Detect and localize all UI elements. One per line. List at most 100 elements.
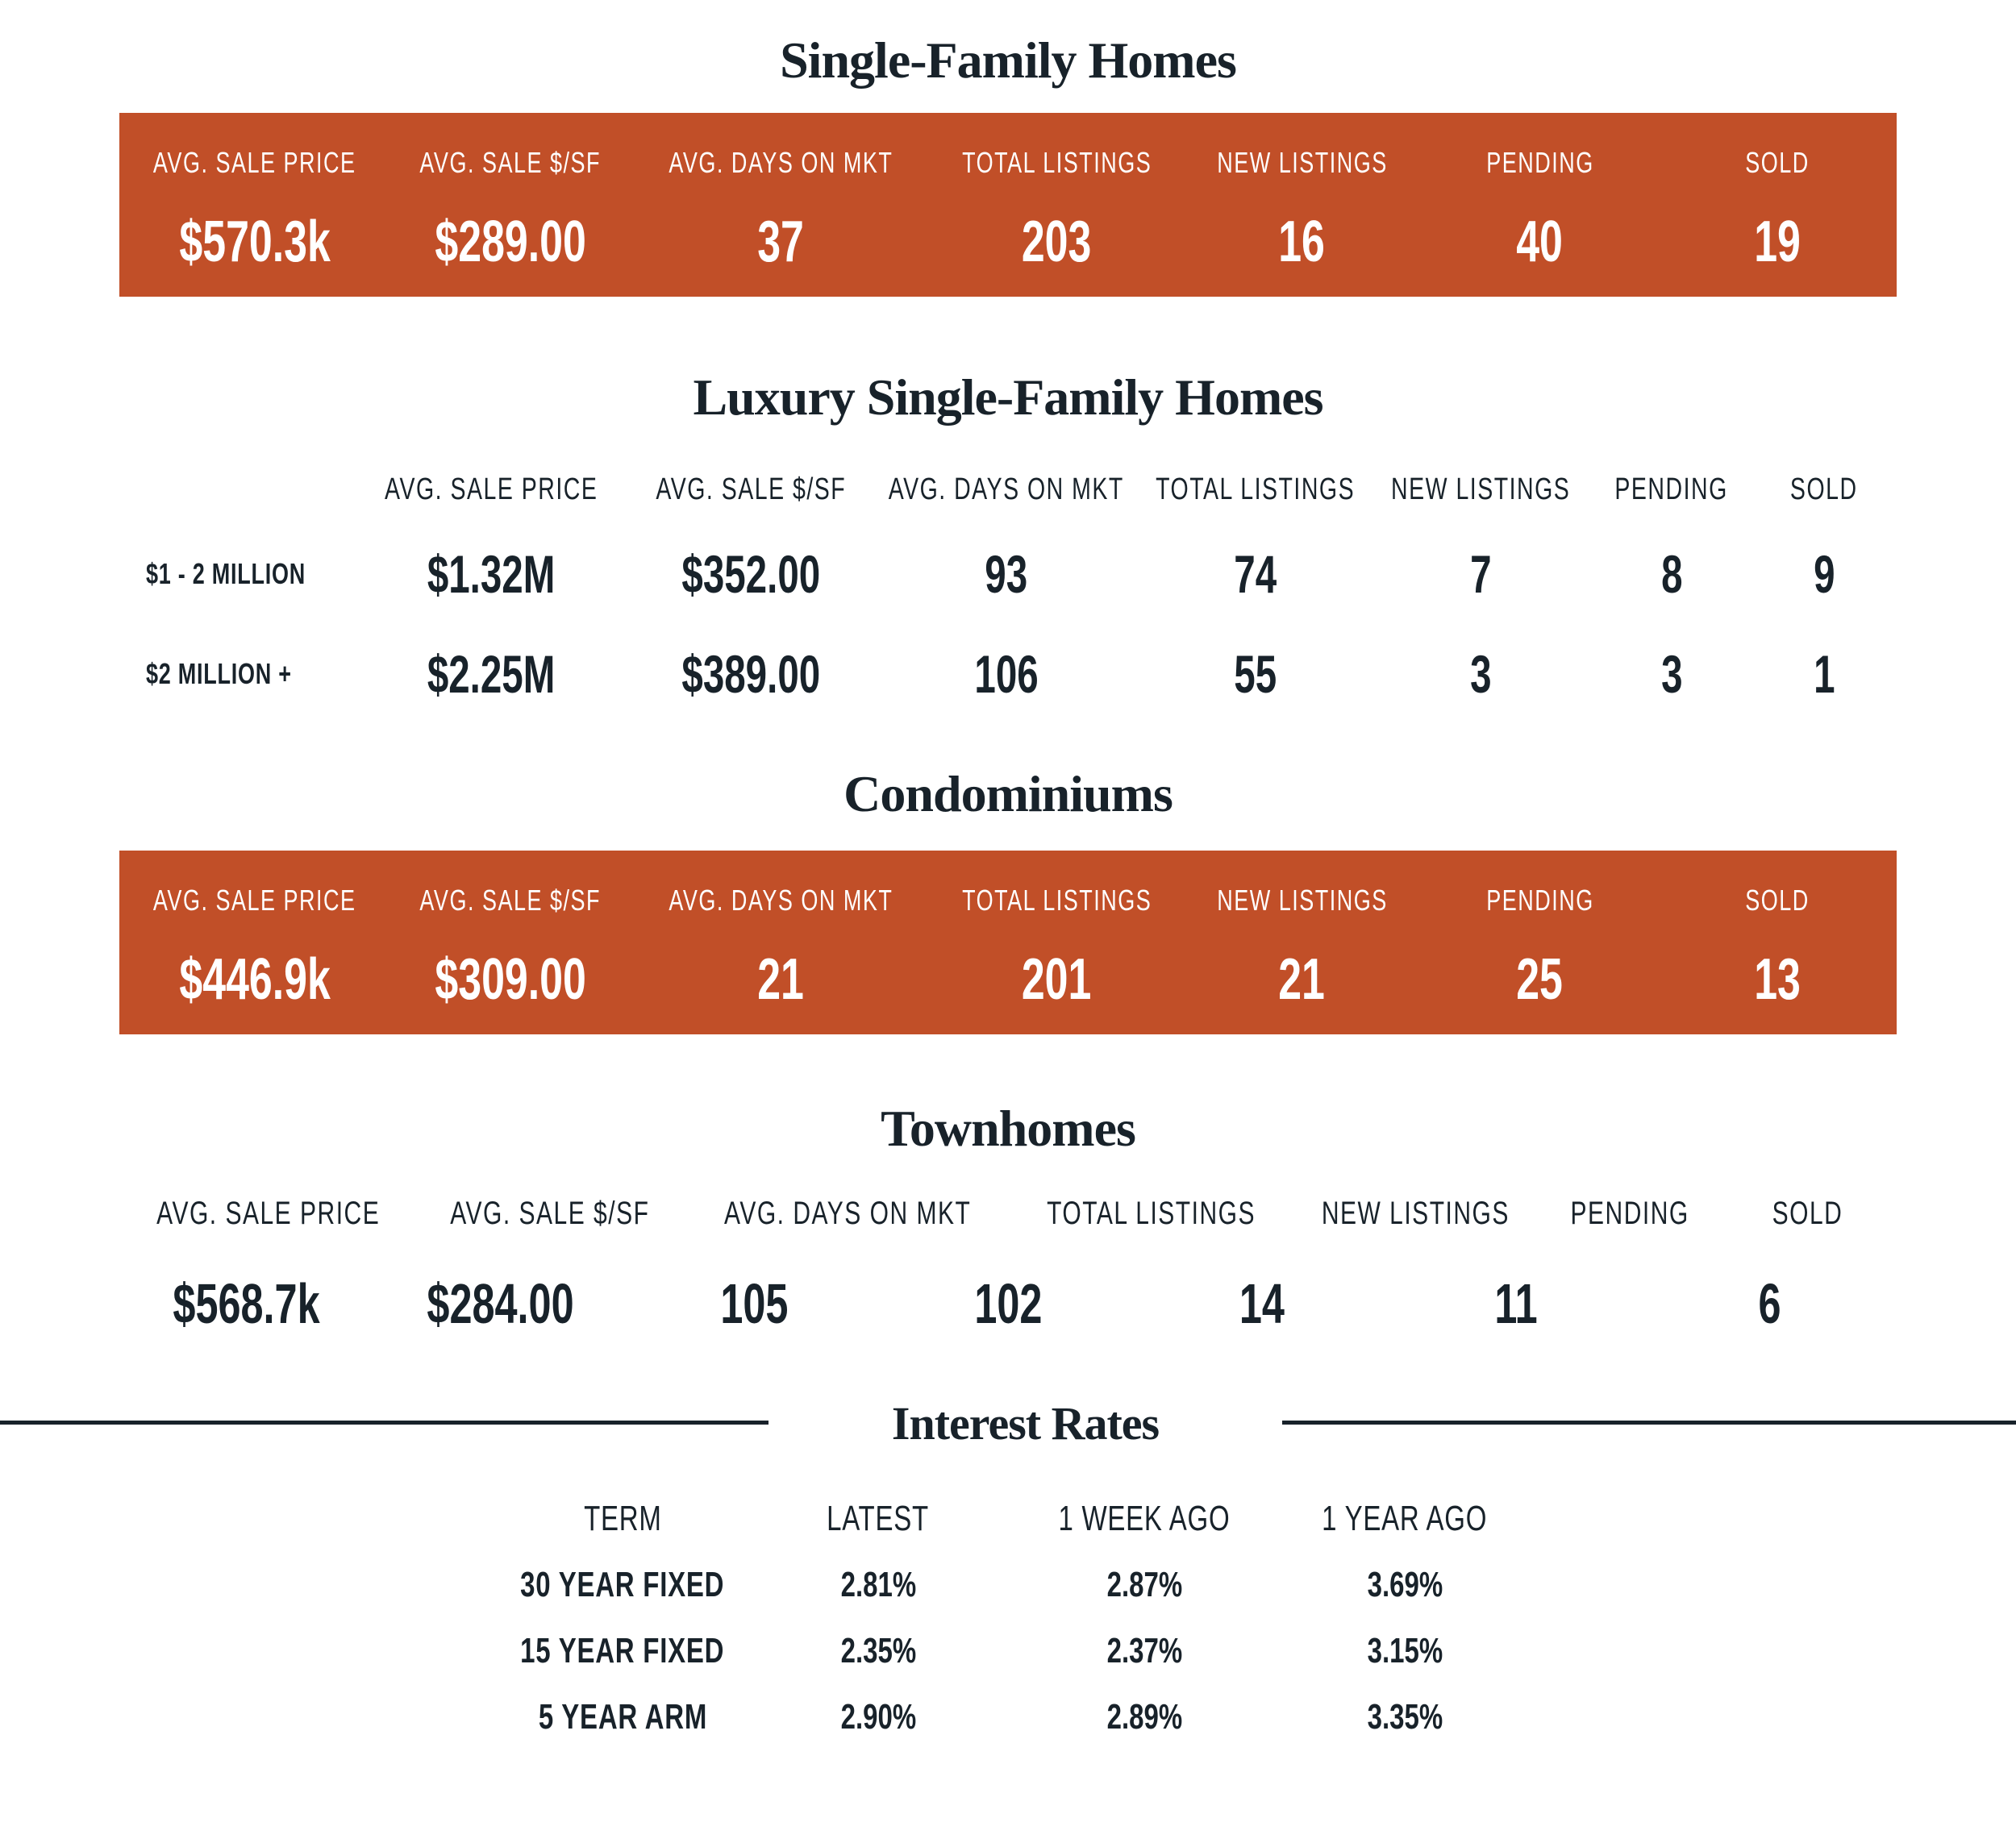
- luxury-header-total-listings: TOTAL LISTINGS: [1156, 472, 1356, 506]
- stat-label: NEW LISTINGS: [1216, 146, 1388, 179]
- ir-rate: 3.15%: [1367, 1631, 1443, 1670]
- luxury-header-sold: SOLD: [1790, 472, 1858, 506]
- townhomes-value-new-listings: 14: [1239, 1272, 1285, 1335]
- stat-label: AVG. SALE $/SF: [419, 884, 602, 917]
- stat-new-listings: NEW LISTINGS 21: [1183, 851, 1421, 1034]
- stat-label: AVG. SALE $/SF: [419, 146, 602, 179]
- single-family-title-text: Single-Family Homes: [780, 31, 1237, 89]
- stat-value: $446.9k: [179, 947, 331, 1012]
- townhomes-value-avg-sale-sf: $284.00: [427, 1272, 574, 1335]
- stat-value: 13: [1754, 947, 1801, 1012]
- single-family-title: Single-Family Homes: [0, 35, 2016, 86]
- townhomes-header-avg-days-on-mkt: AVG. DAYS ON MKT: [724, 1196, 972, 1231]
- stat-label: AVG. SALE PRICE: [152, 884, 356, 917]
- interest-rates-title: Interest Rates: [768, 1400, 1282, 1447]
- ir-header-term: TERM: [583, 1499, 662, 1538]
- luxury-value: 9: [1813, 544, 1835, 604]
- ir-rate: 2.89%: [1106, 1697, 1182, 1737]
- ir-rate: 3.35%: [1367, 1697, 1443, 1737]
- stat-sold: SOLD 19: [1659, 113, 1897, 297]
- stat-value: 25: [1516, 947, 1564, 1012]
- luxury-value: 7: [1469, 544, 1492, 604]
- townhomes-title: Townhomes: [0, 1103, 2016, 1154]
- condominiums-title-text: Condominiums: [843, 765, 1173, 822]
- luxury-row-2-million-plus: $2 MILLION + $2.25M $389.00 106 55 3 3 1: [119, 647, 1897, 701]
- stat-avg-days-on-mkt: AVG. DAYS ON MKT 37: [631, 113, 931, 297]
- ir-header-week-ago: 1 WEEK AGO: [1058, 1499, 1231, 1538]
- luxury-value: 1: [1813, 644, 1835, 704]
- stat-label: SOLD: [1745, 146, 1810, 179]
- luxury-header-new-listings: NEW LISTINGS: [1390, 472, 1571, 506]
- luxury-header-pending: PENDING: [1614, 472, 1729, 506]
- interest-rates-right-rule: [1282, 1421, 2016, 1425]
- condominiums-title: Condominiums: [0, 768, 2016, 820]
- luxury-row-1-2-million: $1 - 2 MILLION $1.32M $352.00 93 74 7 8 …: [119, 547, 1897, 601]
- ir-rate: 2.35%: [840, 1631, 916, 1670]
- stat-value: $570.3k: [179, 210, 331, 274]
- townhomes-value-sold: 6: [1758, 1272, 1781, 1335]
- stat-label: TOTAL LISTINGS: [961, 146, 1152, 179]
- stat-value: 21: [757, 947, 805, 1012]
- townhomes-title-text: Townhomes: [881, 1100, 1136, 1157]
- ir-term-30-year-fixed: 30 YEAR FIXED: [520, 1565, 725, 1604]
- luxury-header-avg-sale-price: AVG. SALE PRICE: [384, 472, 598, 506]
- interest-rates-table: TERM LATEST 1 WEEK AGO 1 YEAR AGO 30 YEA…: [468, 1486, 1500, 1750]
- stat-avg-sale-price: AVG. SALE PRICE $446.9k: [119, 851, 389, 1034]
- interest-rates-title-text: Interest Rates: [891, 1397, 1160, 1450]
- stat-value: 203: [1022, 210, 1092, 274]
- ir-rate: 2.37%: [1106, 1631, 1182, 1670]
- luxury-header-avg-sale-sf: AVG. SALE $/SF: [656, 472, 846, 506]
- stat-value: 16: [1278, 210, 1326, 274]
- luxury-value: 93: [985, 544, 1028, 604]
- ir-rate: 2.87%: [1106, 1565, 1182, 1604]
- stat-pending: PENDING 25: [1421, 851, 1659, 1034]
- stat-value: $309.00: [435, 947, 586, 1012]
- stat-label: SOLD: [1745, 884, 1810, 917]
- stat-label: PENDING: [1485, 146, 1594, 179]
- luxury-value: 8: [1660, 544, 1683, 604]
- stat-label: AVG. SALE PRICE: [152, 146, 356, 179]
- townhomes-header-new-listings: NEW LISTINGS: [1322, 1196, 1510, 1231]
- condominiums-stats-banner: AVG. SALE PRICE $446.9k AVG. SALE $/SF $…: [119, 851, 1897, 1034]
- townhomes-header-avg-sale-price: AVG. SALE PRICE: [156, 1196, 381, 1231]
- luxury-value: 106: [974, 644, 1039, 704]
- townhomes-header-total-listings: TOTAL LISTINGS: [1047, 1196, 1256, 1231]
- ir-rate: 3.69%: [1367, 1565, 1443, 1604]
- luxury-value: $389.00: [681, 644, 820, 704]
- luxury-row-label: $2 MILLION +: [146, 657, 292, 690]
- stat-avg-sale-sf: AVG. SALE $/SF $309.00: [389, 851, 631, 1034]
- stat-pending: PENDING 40: [1421, 113, 1659, 297]
- townhomes-value-pending: 11: [1494, 1272, 1538, 1335]
- townhomes-header-avg-sale-sf: AVG. SALE $/SF: [450, 1196, 650, 1231]
- stat-value: 19: [1754, 210, 1801, 274]
- luxury-row-label: $1 - 2 MILLION: [146, 557, 306, 590]
- luxury-title-text: Luxury Single-Family Homes: [693, 368, 1323, 426]
- stat-label: AVG. DAYS ON MKT: [669, 146, 893, 179]
- luxury-value: 3: [1660, 644, 1683, 704]
- single-family-stats-banner: AVG. SALE PRICE $570.3k AVG. SALE $/SF $…: [119, 113, 1897, 297]
- stat-label: AVG. DAYS ON MKT: [669, 884, 893, 917]
- luxury-header-spacer: [119, 474, 352, 505]
- luxury-header-avg-days-on-mkt: AVG. DAYS ON MKT: [888, 472, 1125, 506]
- luxury-value: 74: [1234, 544, 1277, 604]
- stat-value: 201: [1022, 947, 1092, 1012]
- townhomes-values-row: $568.7k $284.00 105 102 14 11 6: [119, 1275, 1897, 1333]
- luxury-value: $2.25M: [427, 644, 556, 704]
- stat-value: 37: [757, 210, 805, 274]
- stat-total-listings: TOTAL LISTINGS 201: [931, 851, 1183, 1034]
- townhomes-value-avg-sale-price: $568.7k: [173, 1272, 320, 1335]
- ir-rate: 2.90%: [840, 1697, 916, 1737]
- luxury-value: 3: [1469, 644, 1492, 704]
- stat-new-listings: NEW LISTINGS 16: [1183, 113, 1421, 297]
- townhomes-value-avg-days-on-mkt: 105: [720, 1272, 789, 1335]
- stat-value: 40: [1516, 210, 1564, 274]
- interest-rates-left-rule: [0, 1421, 768, 1425]
- ir-term-5-year-arm: 5 YEAR ARM: [538, 1697, 707, 1737]
- stat-label: NEW LISTINGS: [1216, 884, 1388, 917]
- ir-header-latest: LATEST: [827, 1499, 930, 1538]
- luxury-value: 55: [1234, 644, 1277, 704]
- stat-avg-sale-price: AVG. SALE PRICE $570.3k: [119, 113, 389, 297]
- townhomes-header-row: AVG. SALE PRICE AVG. SALE $/SF AVG. DAYS…: [119, 1197, 1897, 1229]
- ir-rate: 2.81%: [840, 1565, 916, 1604]
